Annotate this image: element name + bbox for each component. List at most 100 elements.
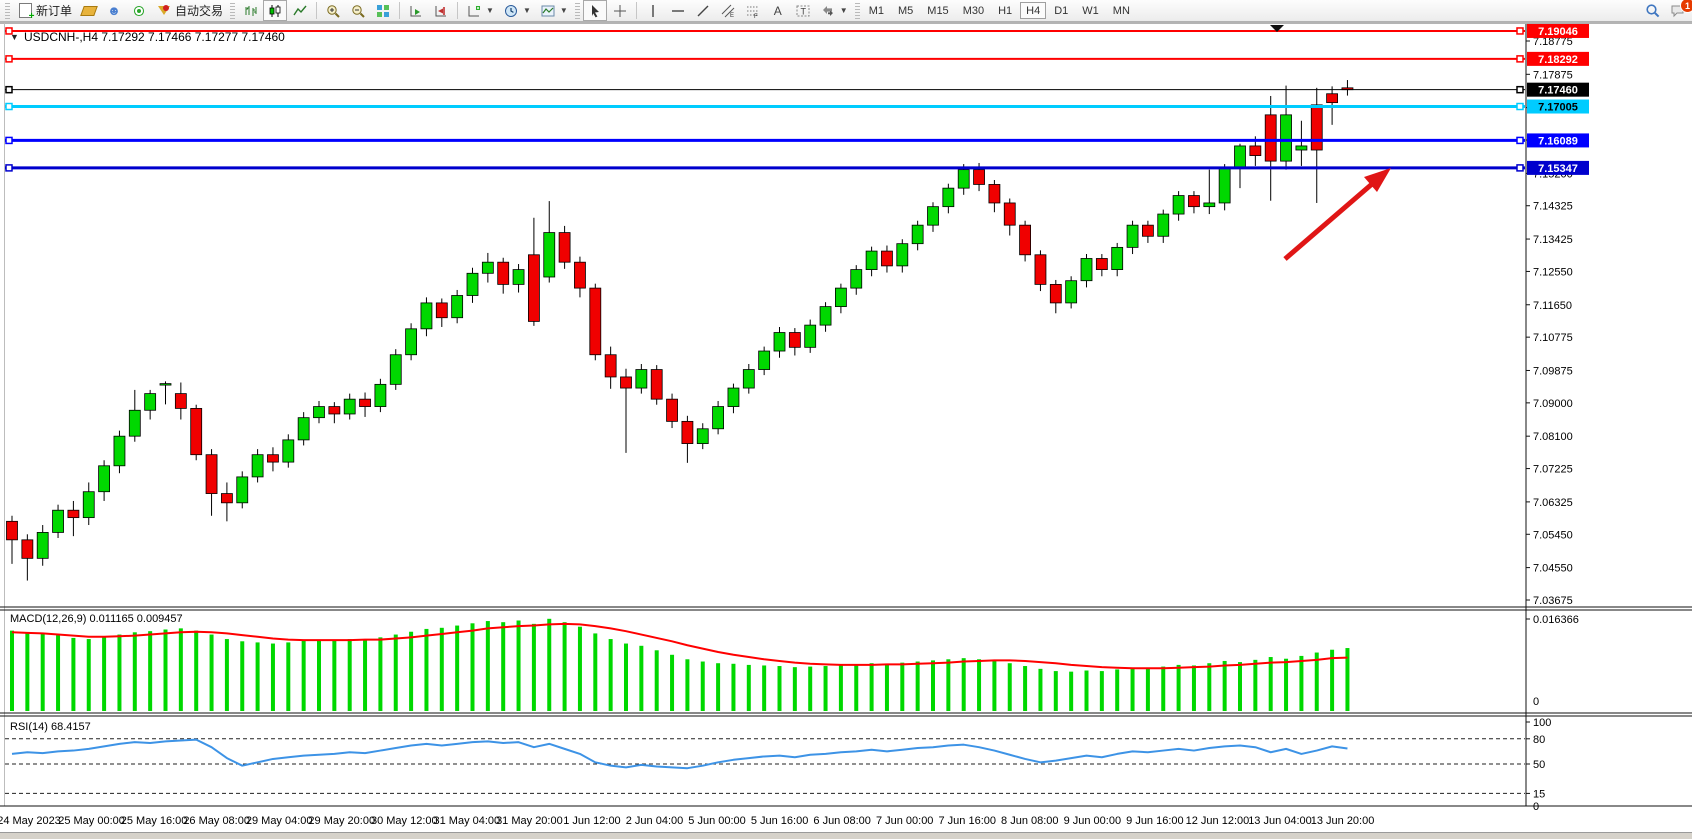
dropdown-caret-icon: ▼ xyxy=(559,6,568,15)
bear-candle xyxy=(6,520,18,541)
text-tool-button[interactable]: A xyxy=(766,0,790,21)
bull-candle xyxy=(128,409,141,437)
time-axis-label: 31 May 20:00 xyxy=(496,815,563,827)
macd-histogram-bar xyxy=(409,631,414,711)
hline-right-anchor[interactable] xyxy=(1516,164,1524,172)
price-axis-tick-label: 7.10775 xyxy=(1533,332,1573,344)
shapes-tool-button[interactable]: ▼ xyxy=(816,0,852,21)
chart-symbol-title: USDCNH-,H4 7.17292 7.17466 7.17277 7.174… xyxy=(24,30,285,44)
auto-scroll-button[interactable] xyxy=(404,0,428,21)
hline-right-anchor[interactable] xyxy=(1516,55,1524,63)
bear-candle xyxy=(1264,114,1277,162)
timeframe-button-M30[interactable]: M30 xyxy=(957,2,990,19)
tile-windows-button[interactable] xyxy=(371,0,395,21)
search-button[interactable] xyxy=(1640,0,1664,21)
hline-left-anchor[interactable] xyxy=(5,55,13,63)
trend-arrow-annotation[interactable] xyxy=(1283,182,1374,261)
bull-candle xyxy=(819,306,832,326)
macd-histogram-bar xyxy=(700,661,705,711)
time-axis-label: 7 Jun 00:00 xyxy=(876,815,934,827)
hline-left-anchor[interactable] xyxy=(5,102,13,111)
crosshair-tool-button[interactable] xyxy=(608,0,632,21)
templates-button[interactable]: ▼ xyxy=(536,0,572,21)
bull-candle xyxy=(98,465,110,493)
timeframe-button-MN[interactable]: MN xyxy=(1107,2,1136,19)
profile-button[interactable]: ☻ xyxy=(102,0,126,21)
hline-right-anchor[interactable] xyxy=(1516,136,1524,145)
macd-histogram-bar xyxy=(808,666,813,711)
time-axis-label: 6 Jun 08:00 xyxy=(813,815,871,827)
timeframe-button-M15[interactable]: M15 xyxy=(921,2,954,19)
auto-trading-button[interactable]: 自动交易 xyxy=(152,0,227,21)
timeframe-button-M1[interactable]: M1 xyxy=(863,2,890,19)
time-axis-label: 30 May 12:00 xyxy=(371,815,438,827)
toolbar-grip[interactable] xyxy=(854,2,860,19)
bar-chart-button[interactable] xyxy=(238,0,262,21)
bear-candle xyxy=(1019,224,1031,256)
styles-button[interactable] xyxy=(77,0,101,21)
macd-histogram-bar xyxy=(670,654,675,711)
price-axis-tick-label: 7.08100 xyxy=(1533,431,1573,443)
auto-scroll-icon xyxy=(408,3,424,19)
hline-left-anchor[interactable] xyxy=(5,164,13,172)
macd-histogram-bar xyxy=(516,620,521,711)
signals-button[interactable] xyxy=(127,0,151,21)
hline-right-anchor[interactable] xyxy=(1516,85,1524,94)
macd-histogram-bar xyxy=(731,663,736,711)
time-axis-label: 31 May 04:00 xyxy=(434,815,501,827)
hline-right-anchor[interactable] xyxy=(1516,102,1524,111)
bear-candle xyxy=(1003,202,1016,226)
macd-histogram-bar xyxy=(1130,667,1135,711)
hline-left-anchor[interactable] xyxy=(5,27,13,35)
zoom-out-button[interactable] xyxy=(346,0,370,21)
zoom-in-button[interactable] xyxy=(321,0,345,21)
hline-left-anchor[interactable] xyxy=(5,136,13,145)
notifications-button[interactable]: 1 xyxy=(1665,0,1692,21)
cursor-tool-button[interactable] xyxy=(582,0,607,21)
toolbar-grip[interactable] xyxy=(5,2,10,19)
toolbar-grip[interactable] xyxy=(574,2,580,19)
bear-candle xyxy=(528,254,540,322)
vertical-line-tool-button[interactable] xyxy=(641,0,665,21)
hline-left-anchor[interactable] xyxy=(5,85,13,94)
timeframe-button-W1[interactable]: W1 xyxy=(1076,2,1105,19)
macd-histogram-bar xyxy=(639,645,644,711)
timeframe-button-M5[interactable]: M5 xyxy=(892,2,919,19)
chart-shift-button[interactable] xyxy=(429,0,453,21)
timeframe-button-D1[interactable]: D1 xyxy=(1048,2,1074,19)
fibonacci-tool-button[interactable]: F xyxy=(741,0,765,21)
macd-histogram-bar xyxy=(1345,648,1350,711)
macd-histogram-bar xyxy=(378,637,383,711)
label-tool-button[interactable]: T xyxy=(791,0,815,21)
timeframe-button-H4[interactable]: H4 xyxy=(1020,2,1047,19)
dropdown-caret-icon: ▼ xyxy=(486,6,494,15)
bear-candle xyxy=(359,398,371,407)
macd-signal-line xyxy=(11,622,1348,670)
bull-candle xyxy=(1218,167,1231,204)
macd-histogram-bar xyxy=(424,628,429,711)
channel-tool-button[interactable]: E xyxy=(716,0,740,21)
trendline-tool-button[interactable] xyxy=(691,0,715,21)
indicators-button[interactable]: ▼ xyxy=(462,0,498,21)
macd-histogram-bar xyxy=(685,659,690,711)
macd-histogram-bar xyxy=(854,664,859,711)
bull-candle xyxy=(1234,145,1246,169)
time-axis-label: 25 May 00:00 xyxy=(58,815,125,827)
line-chart-button[interactable] xyxy=(288,0,312,21)
periods-button[interactable]: ▼ xyxy=(499,0,535,21)
bull-candle xyxy=(1295,145,1308,151)
hline-right-anchor[interactable] xyxy=(1516,27,1524,35)
bull-candle xyxy=(405,328,418,356)
profile-icon: ☻ xyxy=(107,3,121,18)
symbol-dropdown-icon[interactable]: ▼ xyxy=(10,32,19,42)
new-order-button[interactable]: 新订单 xyxy=(13,0,76,22)
timeframe-button-H1[interactable]: H1 xyxy=(992,2,1018,19)
time-axis-label: 12 Jun 12:00 xyxy=(1186,815,1250,827)
bull-candle xyxy=(251,454,264,478)
horizontal-line-tool-button[interactable] xyxy=(666,0,690,21)
chart-shift-marker[interactable] xyxy=(1270,25,1284,32)
candlestick-chart-button[interactable] xyxy=(263,0,288,21)
bear-candle xyxy=(174,393,187,409)
toolbar-grip[interactable] xyxy=(230,2,236,19)
